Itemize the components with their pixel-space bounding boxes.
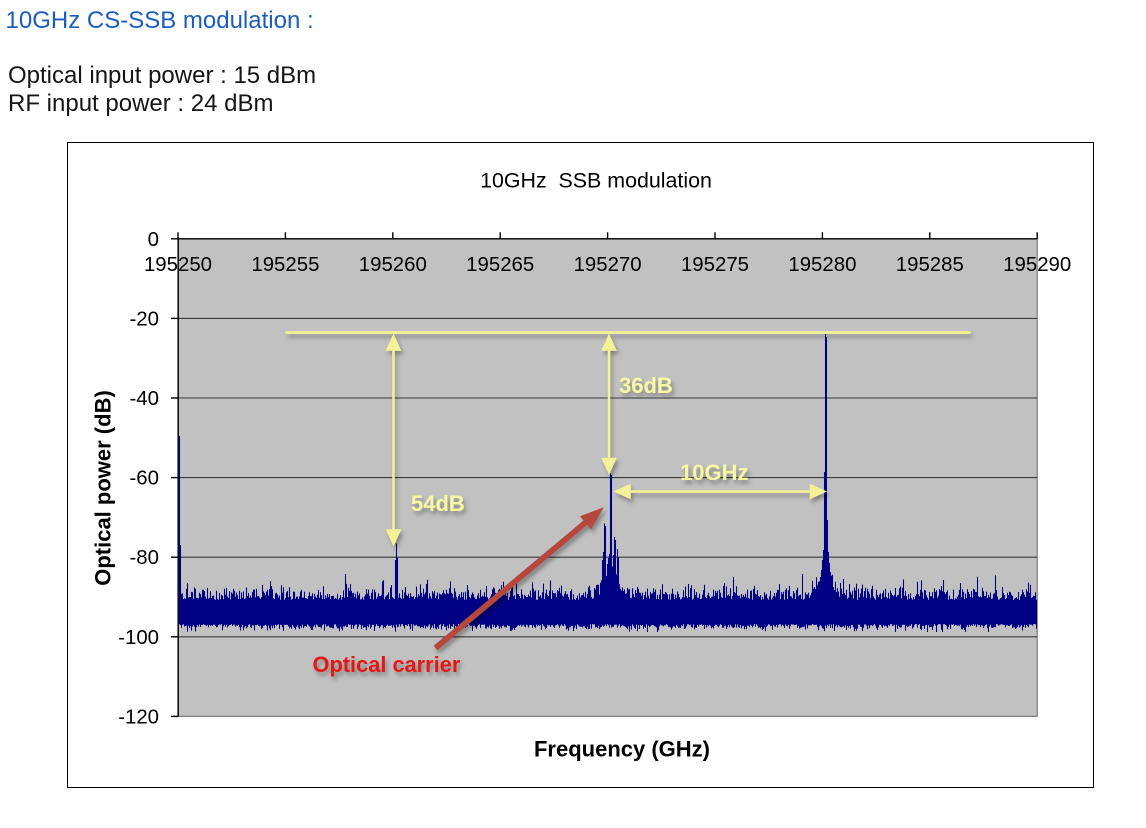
svg-text:Frequency (GHz): Frequency (GHz): [534, 737, 710, 762]
svg-text:-80: -80: [130, 547, 159, 569]
svg-text:10GHz SSB modulation: 10GHz SSB modulation: [480, 169, 712, 193]
svg-text:-120: -120: [118, 706, 159, 728]
svg-text:54dB: 54dB: [411, 491, 465, 516]
svg-text:-20: -20: [130, 308, 159, 330]
svg-text:36dB: 36dB: [619, 373, 673, 398]
svg-text:195275: 195275: [681, 254, 749, 276]
svg-text:195290: 195290: [1003, 254, 1071, 276]
svg-text:10GHz: 10GHz: [680, 460, 748, 485]
svg-text:195250: 195250: [144, 254, 212, 276]
svg-text:-60: -60: [130, 468, 159, 490]
svg-text:0: 0: [148, 229, 159, 251]
svg-text:195265: 195265: [466, 254, 534, 276]
svg-text:195285: 195285: [896, 254, 964, 276]
svg-text:Optical carrier: Optical carrier: [313, 652, 461, 677]
svg-text:195280: 195280: [788, 254, 856, 276]
svg-text:195255: 195255: [251, 254, 319, 276]
svg-text:Optical power (dB): Optical power (dB): [91, 390, 116, 586]
svg-text:195270: 195270: [574, 254, 642, 276]
svg-text:195260: 195260: [359, 254, 427, 276]
svg-text:-40: -40: [130, 388, 159, 410]
svg-text:-100: -100: [118, 627, 159, 649]
